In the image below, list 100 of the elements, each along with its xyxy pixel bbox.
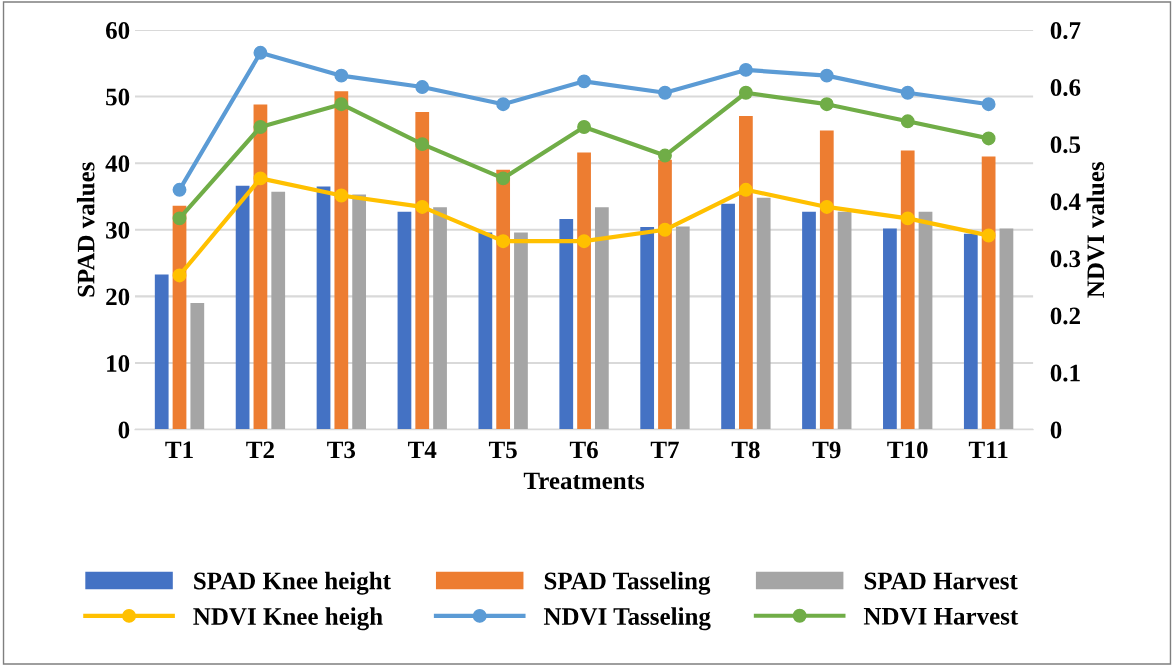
point — [253, 120, 268, 134]
bar — [900, 150, 915, 430]
y-tick-label: 50 — [106, 88, 130, 106]
bar — [433, 207, 447, 430]
point — [415, 137, 430, 152]
bar — [594, 207, 609, 430]
point — [819, 97, 834, 112]
bar — [496, 169, 511, 430]
point — [981, 131, 996, 146]
point — [334, 97, 349, 112]
x-tick-label: T8 — [731, 441, 760, 459]
point — [496, 97, 511, 112]
point — [253, 171, 268, 186]
point — [981, 97, 996, 112]
point — [738, 62, 753, 77]
point — [415, 80, 430, 95]
point — [577, 120, 592, 134]
bar — [658, 159, 672, 430]
point — [738, 85, 753, 100]
bar — [918, 211, 933, 430]
x-tick-label: T7 — [650, 441, 679, 459]
y-tick-label: 10 — [107, 355, 130, 372]
bar — [640, 227, 655, 430]
x-tick-label: T9 — [812, 441, 841, 459]
legend-label: SPAD Knee height — [194, 571, 391, 595]
bar — [514, 232, 528, 430]
bar — [999, 228, 1014, 430]
point — [172, 268, 187, 283]
bar — [235, 185, 250, 430]
bar — [577, 152, 591, 430]
bar — [802, 211, 816, 430]
point — [900, 85, 915, 100]
bar — [756, 197, 771, 430]
point — [658, 222, 672, 237]
point — [819, 68, 834, 83]
bar — [675, 226, 690, 430]
y2-tick-label: 0.5 — [1050, 136, 1081, 154]
x-tick-label: T11 — [968, 441, 1008, 459]
bar — [963, 233, 978, 430]
bar — [478, 232, 493, 430]
point — [415, 199, 430, 214]
y-axis-title: SPAD values — [76, 162, 95, 297]
y-tick-label: 0 — [118, 421, 130, 439]
y2-tick-label: 0.7 — [1050, 22, 1081, 39]
x-tick-label: T6 — [569, 441, 598, 459]
point — [900, 211, 915, 226]
bar — [271, 191, 286, 430]
bar — [154, 274, 169, 430]
legend-label: SPAD Tasseling — [544, 571, 711, 595]
y2-tick-label: 0.4 — [1050, 193, 1081, 211]
y2-tick-label: 0.6 — [1050, 79, 1081, 97]
legend-label: NDVI Harvest — [863, 608, 1019, 625]
bar — [837, 211, 852, 430]
point — [496, 171, 511, 186]
x-tick-label: T5 — [488, 441, 517, 459]
point — [981, 228, 996, 243]
point — [172, 211, 187, 226]
point — [334, 68, 349, 83]
x-tick-label: T1 — [165, 441, 193, 459]
point — [658, 85, 672, 100]
legend-label: NDVI Tasseling — [543, 607, 711, 631]
point — [819, 199, 834, 214]
bar — [190, 303, 205, 430]
point — [658, 148, 672, 163]
bar — [559, 219, 574, 430]
point — [253, 45, 268, 60]
x-tick-label: T4 — [408, 441, 437, 459]
y-tick-label: 60 — [106, 22, 130, 39]
y2-tick-label: 0.2 — [1050, 307, 1080, 325]
bar — [316, 186, 331, 430]
bar — [415, 111, 430, 430]
bar — [739, 115, 753, 430]
point — [577, 234, 592, 249]
point — [738, 182, 753, 197]
x-tick-label: T10 — [887, 441, 928, 459]
point — [334, 188, 349, 203]
legend-label: NDVI Knee heigh — [193, 607, 383, 631]
bar — [981, 156, 996, 430]
bar — [721, 203, 735, 430]
bar — [253, 104, 268, 430]
y2-tick-label: 0.1 — [1050, 364, 1080, 382]
y-tick-label: 30 — [106, 221, 130, 239]
point — [496, 234, 511, 249]
point — [172, 182, 187, 197]
y2-tick-label: 0.3 — [1050, 250, 1081, 268]
x-axis-title: Treatments — [523, 472, 645, 490]
bar — [352, 194, 367, 430]
y-tick-label: 40 — [105, 155, 130, 173]
legend-label: SPAD Harvest — [864, 572, 1018, 590]
bar — [883, 228, 897, 430]
bar — [819, 130, 834, 430]
point — [577, 74, 592, 89]
x-tick-label: T2 — [246, 441, 274, 459]
y-tick-label: 20 — [106, 288, 130, 306]
x-tick-label: T3 — [327, 441, 356, 459]
point — [900, 114, 915, 129]
y2-axis-title: NDVI values — [1086, 161, 1105, 298]
y2-tick-label: 0 — [1050, 421, 1062, 439]
bar — [334, 91, 349, 430]
bar — [397, 211, 412, 430]
